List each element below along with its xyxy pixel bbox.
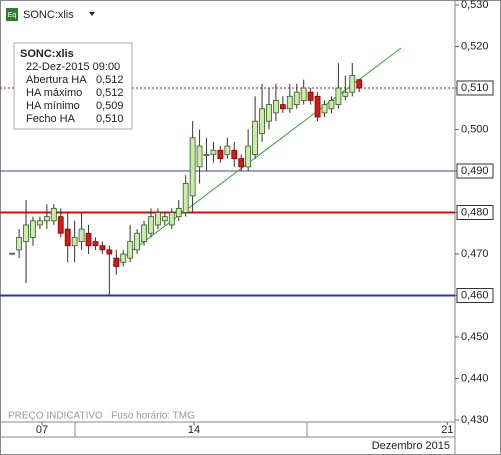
candle-body bbox=[50, 207, 57, 222]
candle-body bbox=[85, 232, 92, 247]
candle-body bbox=[9, 252, 16, 255]
y-tick-label: 0,450 bbox=[461, 331, 489, 343]
candle-body bbox=[238, 158, 245, 168]
candle-body bbox=[134, 232, 141, 251]
candle-body bbox=[120, 253, 127, 263]
x-tick-label: 21 bbox=[441, 424, 453, 436]
dropdown-arrow[interactable] bbox=[89, 12, 95, 16]
candle-body bbox=[293, 91, 300, 105]
candle-body bbox=[16, 237, 23, 251]
candle-body bbox=[321, 104, 328, 114]
candle-body bbox=[307, 91, 314, 101]
candle-body bbox=[189, 137, 196, 197]
symbol-icon[interactable] bbox=[6, 8, 18, 21]
candle-body bbox=[335, 87, 342, 105]
tooltip-value: 0,512 bbox=[96, 74, 124, 86]
candle-body bbox=[252, 120, 258, 155]
candle-body bbox=[342, 91, 349, 97]
candle-body bbox=[127, 241, 134, 259]
candle-body bbox=[286, 95, 293, 110]
tooltip-label: HA máximo bbox=[26, 87, 82, 99]
level-label-box bbox=[456, 163, 494, 179]
candle-body bbox=[266, 104, 272, 122]
tooltip-value: 0,509 bbox=[96, 100, 124, 112]
candle-body bbox=[273, 100, 279, 114]
level-label-box bbox=[456, 205, 494, 220]
y-tick-label: 0,470 bbox=[461, 248, 489, 260]
level-label: 0,490 bbox=[461, 165, 489, 177]
candle-body bbox=[182, 183, 189, 213]
y-tick-label: 0,520 bbox=[461, 40, 489, 52]
candle-body bbox=[210, 149, 217, 155]
y-tick-label: 0,500 bbox=[461, 123, 489, 135]
candle-body bbox=[231, 149, 238, 159]
level-label: 0,460 bbox=[461, 289, 489, 301]
candle-body bbox=[148, 216, 154, 234]
candle-body bbox=[217, 149, 224, 159]
candle-body bbox=[99, 245, 106, 251]
candle-body bbox=[23, 224, 29, 242]
level-label-box bbox=[456, 288, 494, 304]
candle-body bbox=[168, 212, 175, 226]
symbol-icon-text: Eq bbox=[8, 12, 17, 19]
candle-body bbox=[279, 104, 286, 110]
period-label: Dezembro 2015 bbox=[372, 440, 450, 452]
candle-body bbox=[300, 87, 307, 101]
candle-body bbox=[314, 95, 321, 118]
candle-body bbox=[71, 237, 78, 247]
candle-body bbox=[113, 257, 120, 267]
candle-body bbox=[30, 220, 36, 238]
candle-body bbox=[161, 216, 168, 222]
candle-body bbox=[245, 145, 252, 168]
candle-body bbox=[196, 145, 203, 168]
candle-body bbox=[37, 220, 43, 226]
tooltip-date: 22-Dez-2015 09:00 bbox=[26, 61, 120, 73]
candle-body bbox=[224, 145, 231, 155]
y-tick-label: 0,530 bbox=[461, 0, 489, 11]
candle-body bbox=[141, 224, 147, 242]
tooltip-box bbox=[13, 42, 133, 130]
candle-body bbox=[259, 108, 265, 135]
candle-body bbox=[356, 79, 363, 89]
y-tick-label: 0,440 bbox=[461, 372, 489, 384]
x-tick-label: 07 bbox=[36, 424, 48, 436]
candle-body bbox=[43, 216, 50, 222]
candle-body bbox=[328, 100, 335, 110]
tooltip-value: 0,512 bbox=[96, 87, 124, 99]
candle-body bbox=[92, 241, 99, 247]
candle-body bbox=[106, 249, 113, 255]
tooltip-title: SONC:xlis bbox=[20, 48, 74, 60]
candle-body bbox=[203, 153, 210, 156]
level-label: 0,510 bbox=[461, 82, 489, 94]
tooltip-label: Fecho HA bbox=[26, 113, 76, 125]
y-tick-label: 0,430 bbox=[461, 414, 489, 426]
candle-body bbox=[78, 228, 85, 242]
footer: PREÇO INDICATIVO Fuso horário: TMG bbox=[8, 411, 195, 422]
tooltip-label: HA mínimo bbox=[26, 100, 80, 112]
candle-body bbox=[349, 75, 356, 93]
x-tick-label: 14 bbox=[188, 424, 200, 436]
symbol-title[interactable]: SONC:xlis bbox=[23, 9, 74, 21]
candle-body bbox=[57, 216, 64, 234]
tooltip-label: Abertura HA bbox=[26, 74, 87, 86]
level-label: 0,480 bbox=[461, 206, 489, 218]
candle-body bbox=[64, 228, 71, 247]
candle-body bbox=[175, 207, 182, 218]
candle-body bbox=[155, 212, 161, 226]
level-label-box bbox=[456, 80, 494, 96]
tooltip-value: 0,510 bbox=[96, 113, 124, 125]
